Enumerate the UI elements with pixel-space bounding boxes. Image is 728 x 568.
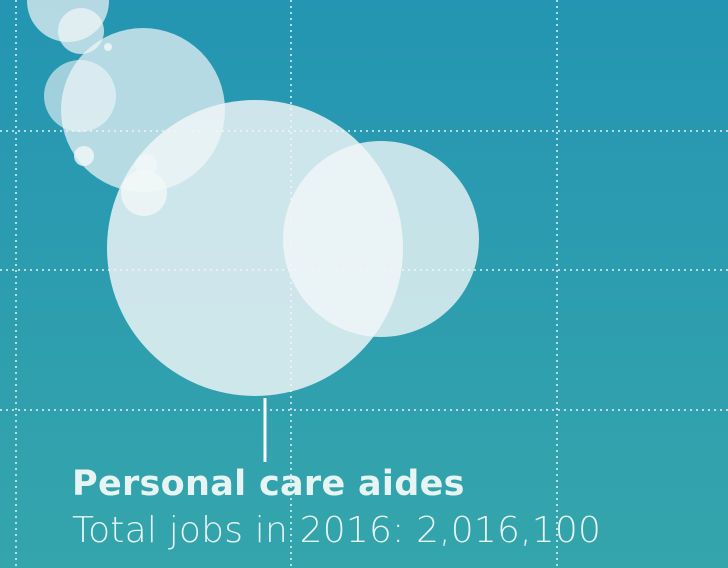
highlight-subtitle: Total jobs in 2016: 2,016,100 (72, 506, 601, 556)
bubbles (27, 0, 479, 396)
bubble-small-inner[interactable] (135, 154, 157, 176)
highlight-metric-label: Total jobs in 2016: (72, 510, 405, 551)
bubble-tiny-left[interactable] (74, 146, 94, 166)
highlight-value: 2,016,100 (416, 510, 602, 551)
bubble-small-lower-left[interactable] (121, 170, 167, 216)
highlight-title: Personal care aides (72, 464, 465, 504)
bubble-top-left-small[interactable] (58, 8, 104, 54)
bubble-tiny-top[interactable] (104, 43, 112, 51)
bubble-upper-left-medium[interactable] (44, 60, 116, 132)
highlight-label: Personal care aides Total jobs in 2016: … (72, 462, 601, 556)
bubble-large-right[interactable] (283, 141, 479, 337)
